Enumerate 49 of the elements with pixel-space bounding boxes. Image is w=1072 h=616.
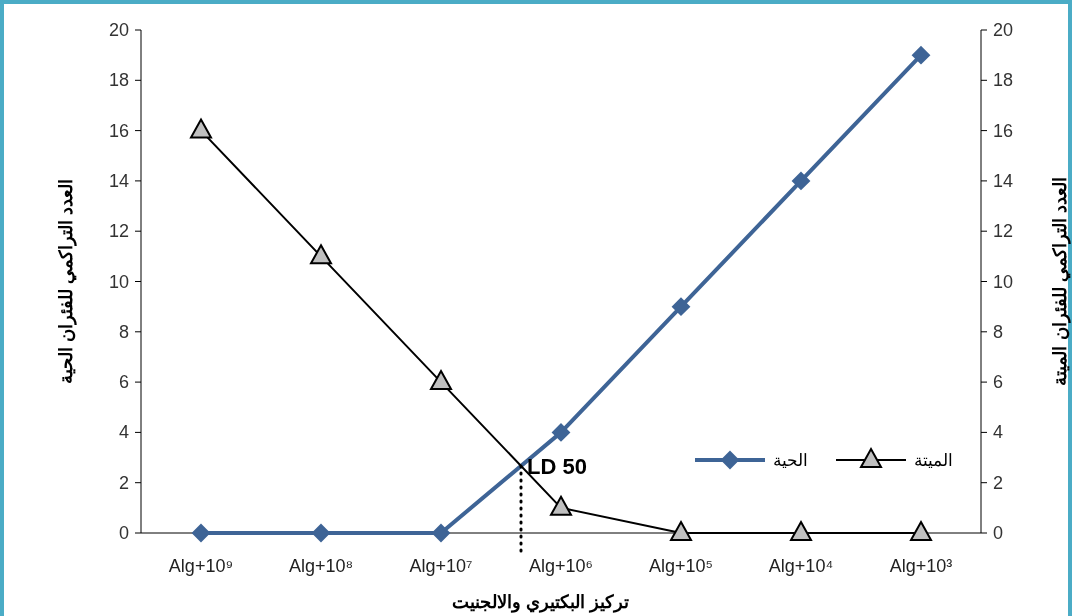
- point: [912, 46, 930, 65]
- y2-tick-label: 18: [993, 70, 1014, 91]
- y2-tick-label: 16: [993, 120, 1014, 141]
- y-tick-label: 12: [108, 221, 129, 242]
- y2-axis-title: العدد التراكمي للفئران الميتة: [1050, 177, 1071, 386]
- y-tick-label: 2: [118, 472, 129, 493]
- y2-tick-label: 0: [993, 523, 1004, 543]
- y-tick-label: 8: [118, 321, 129, 342]
- y2-tick-label: 4: [993, 422, 1004, 443]
- y-tick-label: 14: [108, 170, 129, 191]
- y-tick-label: 6: [118, 372, 129, 393]
- annotation: LD 50: [527, 453, 587, 479]
- point: [192, 524, 210, 542]
- y-tick-label: 18: [108, 70, 129, 91]
- x-axis-title: تركيز البكتيري والالجنيت: [452, 592, 630, 613]
- y2-tick-label: 14: [993, 170, 1014, 191]
- y2-tick-label: 2: [993, 472, 1004, 493]
- y-axis-title: العدد التراكمي للفئران الحية: [56, 178, 77, 385]
- point: [552, 423, 570, 442]
- y2-tick-label: 6: [993, 372, 1004, 393]
- point: [910, 521, 932, 541]
- y-tick-label: 16: [108, 120, 129, 141]
- point: [550, 495, 572, 516]
- x-tick-label: Alg+10⁷: [409, 556, 473, 576]
- point: [670, 521, 692, 541]
- x-tick-label: Alg+10⁹: [168, 556, 234, 576]
- point: [310, 244, 332, 265]
- x-tick-label: Alg+10³: [889, 556, 953, 576]
- legend-label: الحية: [773, 451, 808, 470]
- point: [792, 171, 810, 190]
- point: [672, 297, 690, 316]
- y-tick-label: 10: [108, 271, 129, 292]
- y-tick-label: 4: [118, 422, 129, 443]
- y2-tick-label: 10: [993, 271, 1014, 292]
- y2-tick-label: 12: [993, 221, 1014, 242]
- y2-tick-label: 20: [993, 20, 1014, 40]
- point: [432, 524, 450, 542]
- y-tick-label: 0: [118, 523, 129, 543]
- point: [312, 524, 330, 542]
- point: [430, 370, 452, 391]
- point: [790, 521, 812, 541]
- x-tick-label: Alg+10⁴: [768, 556, 834, 576]
- legend-label: الميتة: [914, 451, 953, 470]
- y2-tick-label: 8: [993, 321, 1004, 342]
- x-tick-label: Alg+10⁶: [529, 556, 593, 576]
- y-tick-label: 20: [108, 20, 129, 40]
- x-tick-label: Alg+10⁵: [648, 556, 714, 576]
- x-tick-label: Alg+10⁸: [288, 556, 354, 576]
- point: [190, 118, 212, 139]
